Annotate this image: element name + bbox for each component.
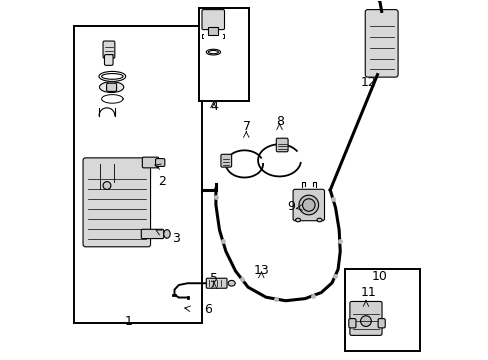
- FancyBboxPatch shape: [202, 10, 224, 30]
- Ellipse shape: [298, 195, 318, 215]
- FancyBboxPatch shape: [292, 189, 324, 221]
- Text: 10: 10: [371, 270, 386, 283]
- Text: 2: 2: [157, 175, 165, 188]
- FancyBboxPatch shape: [83, 158, 150, 247]
- FancyBboxPatch shape: [206, 278, 226, 288]
- Ellipse shape: [99, 82, 123, 93]
- FancyBboxPatch shape: [142, 157, 159, 168]
- FancyBboxPatch shape: [103, 41, 115, 58]
- Text: 3: 3: [172, 233, 180, 246]
- FancyBboxPatch shape: [155, 158, 164, 166]
- FancyBboxPatch shape: [365, 10, 397, 77]
- Text: 9: 9: [286, 200, 294, 213]
- Text: 7: 7: [243, 120, 251, 133]
- FancyBboxPatch shape: [377, 319, 385, 328]
- Text: 4: 4: [210, 100, 218, 113]
- Ellipse shape: [295, 218, 300, 222]
- Ellipse shape: [227, 280, 235, 286]
- Text: 13: 13: [253, 264, 269, 276]
- FancyBboxPatch shape: [104, 55, 113, 65]
- Bar: [345, 269, 419, 351]
- Bar: [74, 26, 201, 323]
- FancyBboxPatch shape: [349, 301, 381, 336]
- FancyBboxPatch shape: [141, 229, 163, 239]
- Bar: [198, 8, 248, 101]
- FancyBboxPatch shape: [106, 83, 116, 91]
- Ellipse shape: [316, 218, 322, 222]
- Text: 8: 8: [276, 114, 284, 127]
- Text: 5: 5: [210, 272, 218, 285]
- Text: 12: 12: [360, 76, 376, 89]
- Text: 11: 11: [360, 286, 376, 299]
- FancyBboxPatch shape: [348, 319, 355, 328]
- FancyBboxPatch shape: [221, 154, 231, 167]
- Text: 6: 6: [203, 303, 212, 316]
- Ellipse shape: [302, 199, 314, 211]
- Ellipse shape: [163, 230, 170, 238]
- Ellipse shape: [360, 316, 370, 327]
- Bar: [207, 27, 218, 35]
- Ellipse shape: [103, 181, 111, 189]
- Text: 1: 1: [124, 315, 132, 328]
- FancyBboxPatch shape: [276, 138, 287, 152]
